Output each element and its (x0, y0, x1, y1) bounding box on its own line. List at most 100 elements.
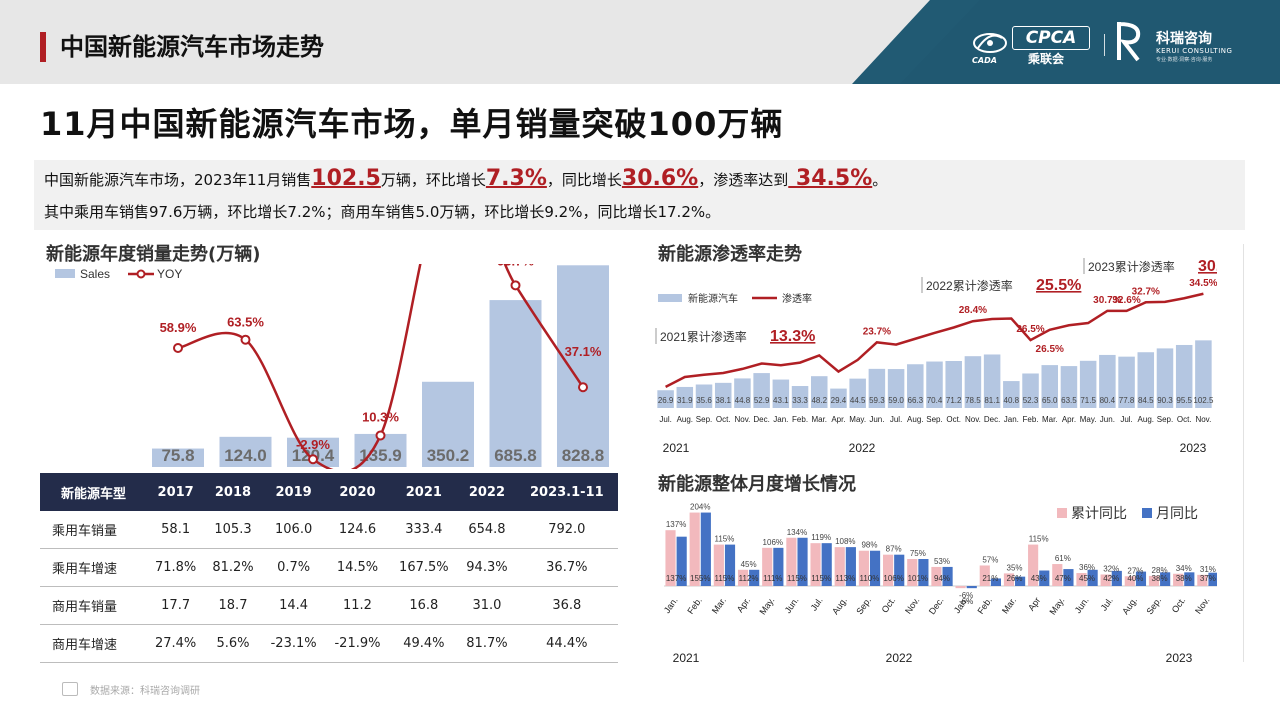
nev-bar (734, 378, 751, 408)
penetration-chart: 新能源汽车 渗透率 26.9 31.9 35.6 38.1 44.8 52.9 43.1 33.3… (655, 258, 1217, 455)
cumulative-yoy-bar (1124, 576, 1135, 586)
note-value: 30.8% (1198, 258, 1217, 275)
monthly-yoy-bar (869, 550, 881, 586)
growth-top-label: 32% (1103, 564, 1119, 573)
table-cell: 17.7 (146, 586, 205, 625)
legend-marker-yoy (136, 269, 146, 279)
penetration-value-label: 23.7% (863, 326, 891, 337)
year-label: 2021 (673, 651, 700, 665)
growth-bottom-label: 42% (1103, 574, 1119, 583)
yoy-point (578, 382, 588, 393)
nev-value-label: 52.9 (754, 396, 770, 405)
growth-bottom-label: -6% (959, 597, 973, 606)
month-tick-label: May. (1080, 415, 1097, 424)
nev-bar (791, 386, 809, 408)
nev-value-label: 59.0 (888, 396, 904, 405)
table-cell: 乘用车销量 (40, 511, 147, 549)
nev-bar (887, 369, 905, 408)
sales-bar (557, 265, 609, 467)
month-tick-label: Aug. (907, 415, 923, 424)
annual-chart-title: 新能源年度销量走势(万辆) (46, 244, 261, 265)
cumulative-yoy-bar (713, 544, 724, 586)
month-tick-label: Oct. (716, 415, 731, 424)
nev-bar (1175, 344, 1193, 408)
cpca-logo: CADA CPCA 乘联会 (972, 22, 1092, 66)
month-tick-label: Jan. (662, 595, 680, 615)
table-header-cell: 2021 (389, 473, 459, 511)
cpca-mark-icon (973, 33, 1007, 53)
growth-legend: 累计同比 月同比 (1057, 505, 1198, 521)
month-tick-label: Jun. (1100, 415, 1115, 424)
growth-top-label: 134% (787, 528, 807, 537)
yoy-value-label: 37.1% (565, 344, 602, 359)
growth-bottom-label: 38% (1152, 574, 1168, 583)
penetration-value-label: 28.4% (959, 305, 987, 316)
month-tick-label: Sep. (1157, 415, 1173, 424)
month-tick-label: Nov. (1195, 415, 1211, 424)
month-tick-label: Oct. (1177, 415, 1192, 424)
year-label: 2023 (1166, 651, 1193, 665)
growth-top-label: 34% (1176, 564, 1192, 573)
penetration-value-label: 26.5% (1036, 344, 1064, 355)
cumulative-yoy-bar (907, 559, 918, 586)
growth-top-label: 115% (714, 535, 734, 544)
growth-top-label: 35% (1007, 563, 1023, 572)
summary-text: 中国新能源汽车市场，2023年11月销售 (44, 171, 312, 189)
month-tick-label: Sep. (696, 415, 712, 424)
growth-bottom-label: 37% (1200, 574, 1216, 583)
growth-bottom-label: 45% (1079, 574, 1095, 583)
monthly-yoy-bar (749, 569, 760, 586)
cumulative-yoy-bar (1076, 573, 1087, 586)
nev-value-label: 77.8 (1119, 396, 1135, 405)
monthly-yoy-bar (821, 543, 832, 586)
cumulative-penetration-note: 2022累计渗透率 25.5% (921, 277, 1081, 294)
nev-bar (830, 388, 847, 408)
kerui-logo-en: KERUI CONSULTING (1156, 47, 1233, 55)
table-cell: 11.2 (325, 586, 390, 625)
year-label: 2021 (663, 441, 690, 455)
cumulative-yoy-bar (1100, 574, 1111, 586)
month-tick-label: Apr. (831, 415, 845, 424)
summary-line-1: 中国新能源汽车市场，2023年11月销售102.5万辆，环比增长7.3%，同比增… (44, 166, 887, 193)
nev-bar (810, 376, 828, 408)
cumulative-yoy-bar (1028, 544, 1039, 586)
table-cell: 333.4 (389, 511, 459, 549)
growth-top-label: 28% (1152, 566, 1168, 575)
table-header-cell: 2020 (325, 473, 390, 511)
legend-label-nev: 新能源汽车 (688, 292, 738, 305)
table-cell: 71.8% (146, 548, 205, 587)
table-cell: 105.3 (204, 511, 262, 549)
table-cell: 商用车增速 (40, 624, 147, 663)
month-tick-label: Nov. (903, 595, 921, 615)
month-tick-label: Jun. (783, 595, 801, 615)
legend-swatch-sales (55, 269, 75, 278)
table-cell: 36.7% (515, 548, 618, 587)
headline: 11月中国新能源汽车市场，单月销量突破100万辆 (40, 105, 784, 143)
nev-value-label: 29.4 (831, 396, 847, 405)
table-cell: 36.8 (515, 586, 618, 625)
penetration-value-label: 34.5% (1189, 278, 1217, 289)
cumulative-yoy-bar (882, 554, 894, 586)
growth-bottom-label: 115% (714, 574, 734, 583)
yoy-point (308, 454, 318, 465)
monthly-yoy-bar (700, 512, 711, 586)
table-cell: -23.1% (261, 624, 326, 663)
month-tick-label: Apr (1026, 595, 1042, 612)
growth-top-label: 75% (910, 549, 926, 558)
nev-value-label: 70.4 (927, 396, 943, 405)
title-accent (40, 32, 46, 62)
month-tick-label: Sep. (854, 595, 873, 616)
growth-bottom-label: 38% (1176, 574, 1192, 583)
annual-table: 新能源车型 2017 2018 2019 2020 2021 2022 2023.1-11 乘… (40, 473, 618, 663)
growth-bottom-label: 21% (982, 574, 998, 583)
nev-value-label: 52.3 (1023, 396, 1039, 405)
monthly-yoy-bar (1015, 576, 1026, 586)
nev-bar (849, 378, 866, 408)
nev-value-label: 31.9 (677, 396, 693, 405)
nev-bar (1118, 356, 1135, 408)
table-header-cell: 2023.1-11 (515, 473, 618, 511)
annual-sales-chart: SalesYOY75.8124.0120.4135.9350.2685.8828… (55, 264, 609, 469)
nev-value-label: 71.2 (946, 396, 962, 405)
sales-value-label: 135.9 (359, 446, 402, 465)
growth-bottom-label: 94% (934, 574, 950, 583)
